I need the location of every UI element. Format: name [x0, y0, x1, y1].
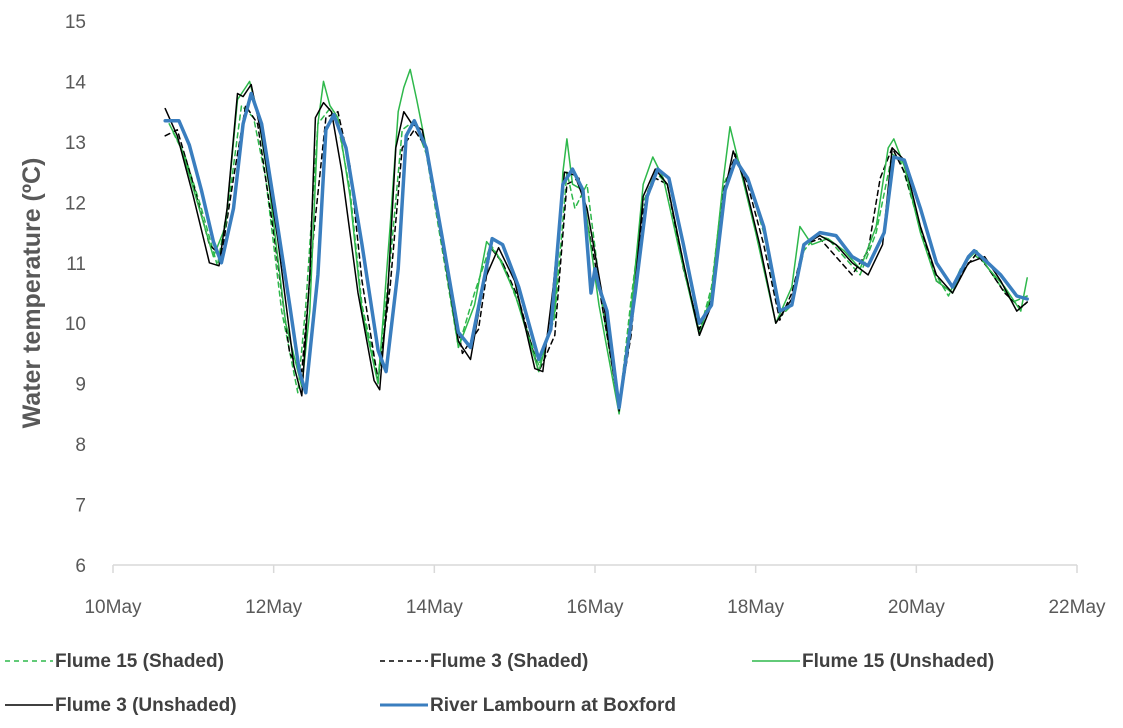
legend-label: Flume 15 (Shaded) — [55, 651, 224, 672]
y-tick-label: 15 — [65, 12, 86, 33]
series-line-2 — [168, 68, 1028, 415]
x-tick-label: 22May — [1048, 597, 1106, 618]
x-tick-label: 10May — [84, 597, 142, 618]
x-tick-label: 18May — [727, 597, 785, 618]
y-tick-label: 14 — [65, 72, 87, 93]
x-tick-label: 14May — [406, 597, 464, 618]
series-line-4 — [163, 91, 1029, 410]
series-lines — [163, 68, 1029, 415]
y-tick-label: 10 — [65, 314, 86, 335]
y-tick-label: 7 — [75, 496, 86, 517]
x-tick-label: 20May — [888, 597, 946, 618]
series-line-3 — [164, 83, 1028, 412]
legend-label: Flume 3 (Unshaded) — [55, 695, 237, 716]
y-tick-label: 9 — [75, 375, 86, 396]
y-tick-label: 8 — [75, 435, 86, 456]
y-tick-label: 12 — [65, 193, 86, 214]
y-axis-title: Water temperature (ºC) — [18, 158, 46, 429]
x-axis: 10May 12May 14May 16May 18May 20May 22May — [84, 564, 1106, 618]
x-tick-label: 16May — [566, 597, 624, 618]
legend-label: Flume 15 (Unshaded) — [802, 651, 994, 672]
y-tick-label: 6 — [75, 556, 86, 577]
legend: Flume 15 (Shaded) Flume 3 (Shaded) Flume 1… — [5, 651, 994, 716]
y-tick-label: 11 — [66, 254, 86, 275]
x-tick-label: 12May — [245, 597, 303, 618]
legend-label: Flume 3 (Shaded) — [430, 651, 588, 672]
y-axis-tick-labels: 6 7 8 9 10 11 12 13 14 15 — [65, 12, 87, 577]
legend-label: River Lambourn at Boxford — [430, 695, 676, 716]
y-tick-label: 13 — [65, 133, 86, 154]
